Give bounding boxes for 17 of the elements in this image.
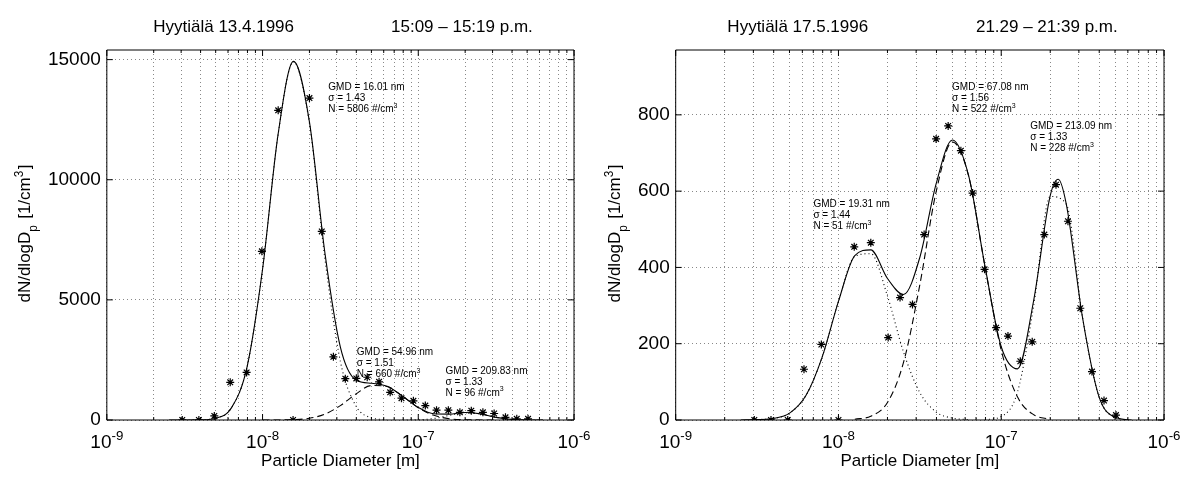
y-tick-label: 200 bbox=[638, 331, 670, 353]
x-axis-title: Particle Diameter [m] bbox=[261, 451, 420, 470]
y-tick-label: 5000 bbox=[58, 288, 101, 310]
y-tick-label: 10000 bbox=[47, 167, 101, 189]
y-tick-label: 600 bbox=[638, 179, 670, 201]
y-axis-title: dN/dlogDp [1/cm3] bbox=[11, 164, 41, 303]
y-tick-label: 0 bbox=[90, 408, 101, 430]
x-axis-title: Particle Diameter [m] bbox=[840, 451, 1000, 470]
chart-title: Hyytiälä 13.4.1996 bbox=[153, 17, 295, 36]
chart-title: Hyytiälä 17.5.1996 bbox=[727, 17, 869, 36]
chart-subtitle: 15:09 – 15:19 p.m. bbox=[391, 17, 533, 36]
y-tick-label: 800 bbox=[638, 103, 670, 125]
chart-subtitle: 21.29 – 21:39 p.m. bbox=[975, 17, 1118, 36]
y-tick-label: 0 bbox=[659, 408, 670, 430]
y-axis-title: dN/dlogDp [1/cm3] bbox=[601, 164, 631, 303]
y-tick-label: 400 bbox=[638, 255, 670, 277]
y-tick-label: 15000 bbox=[47, 47, 101, 69]
